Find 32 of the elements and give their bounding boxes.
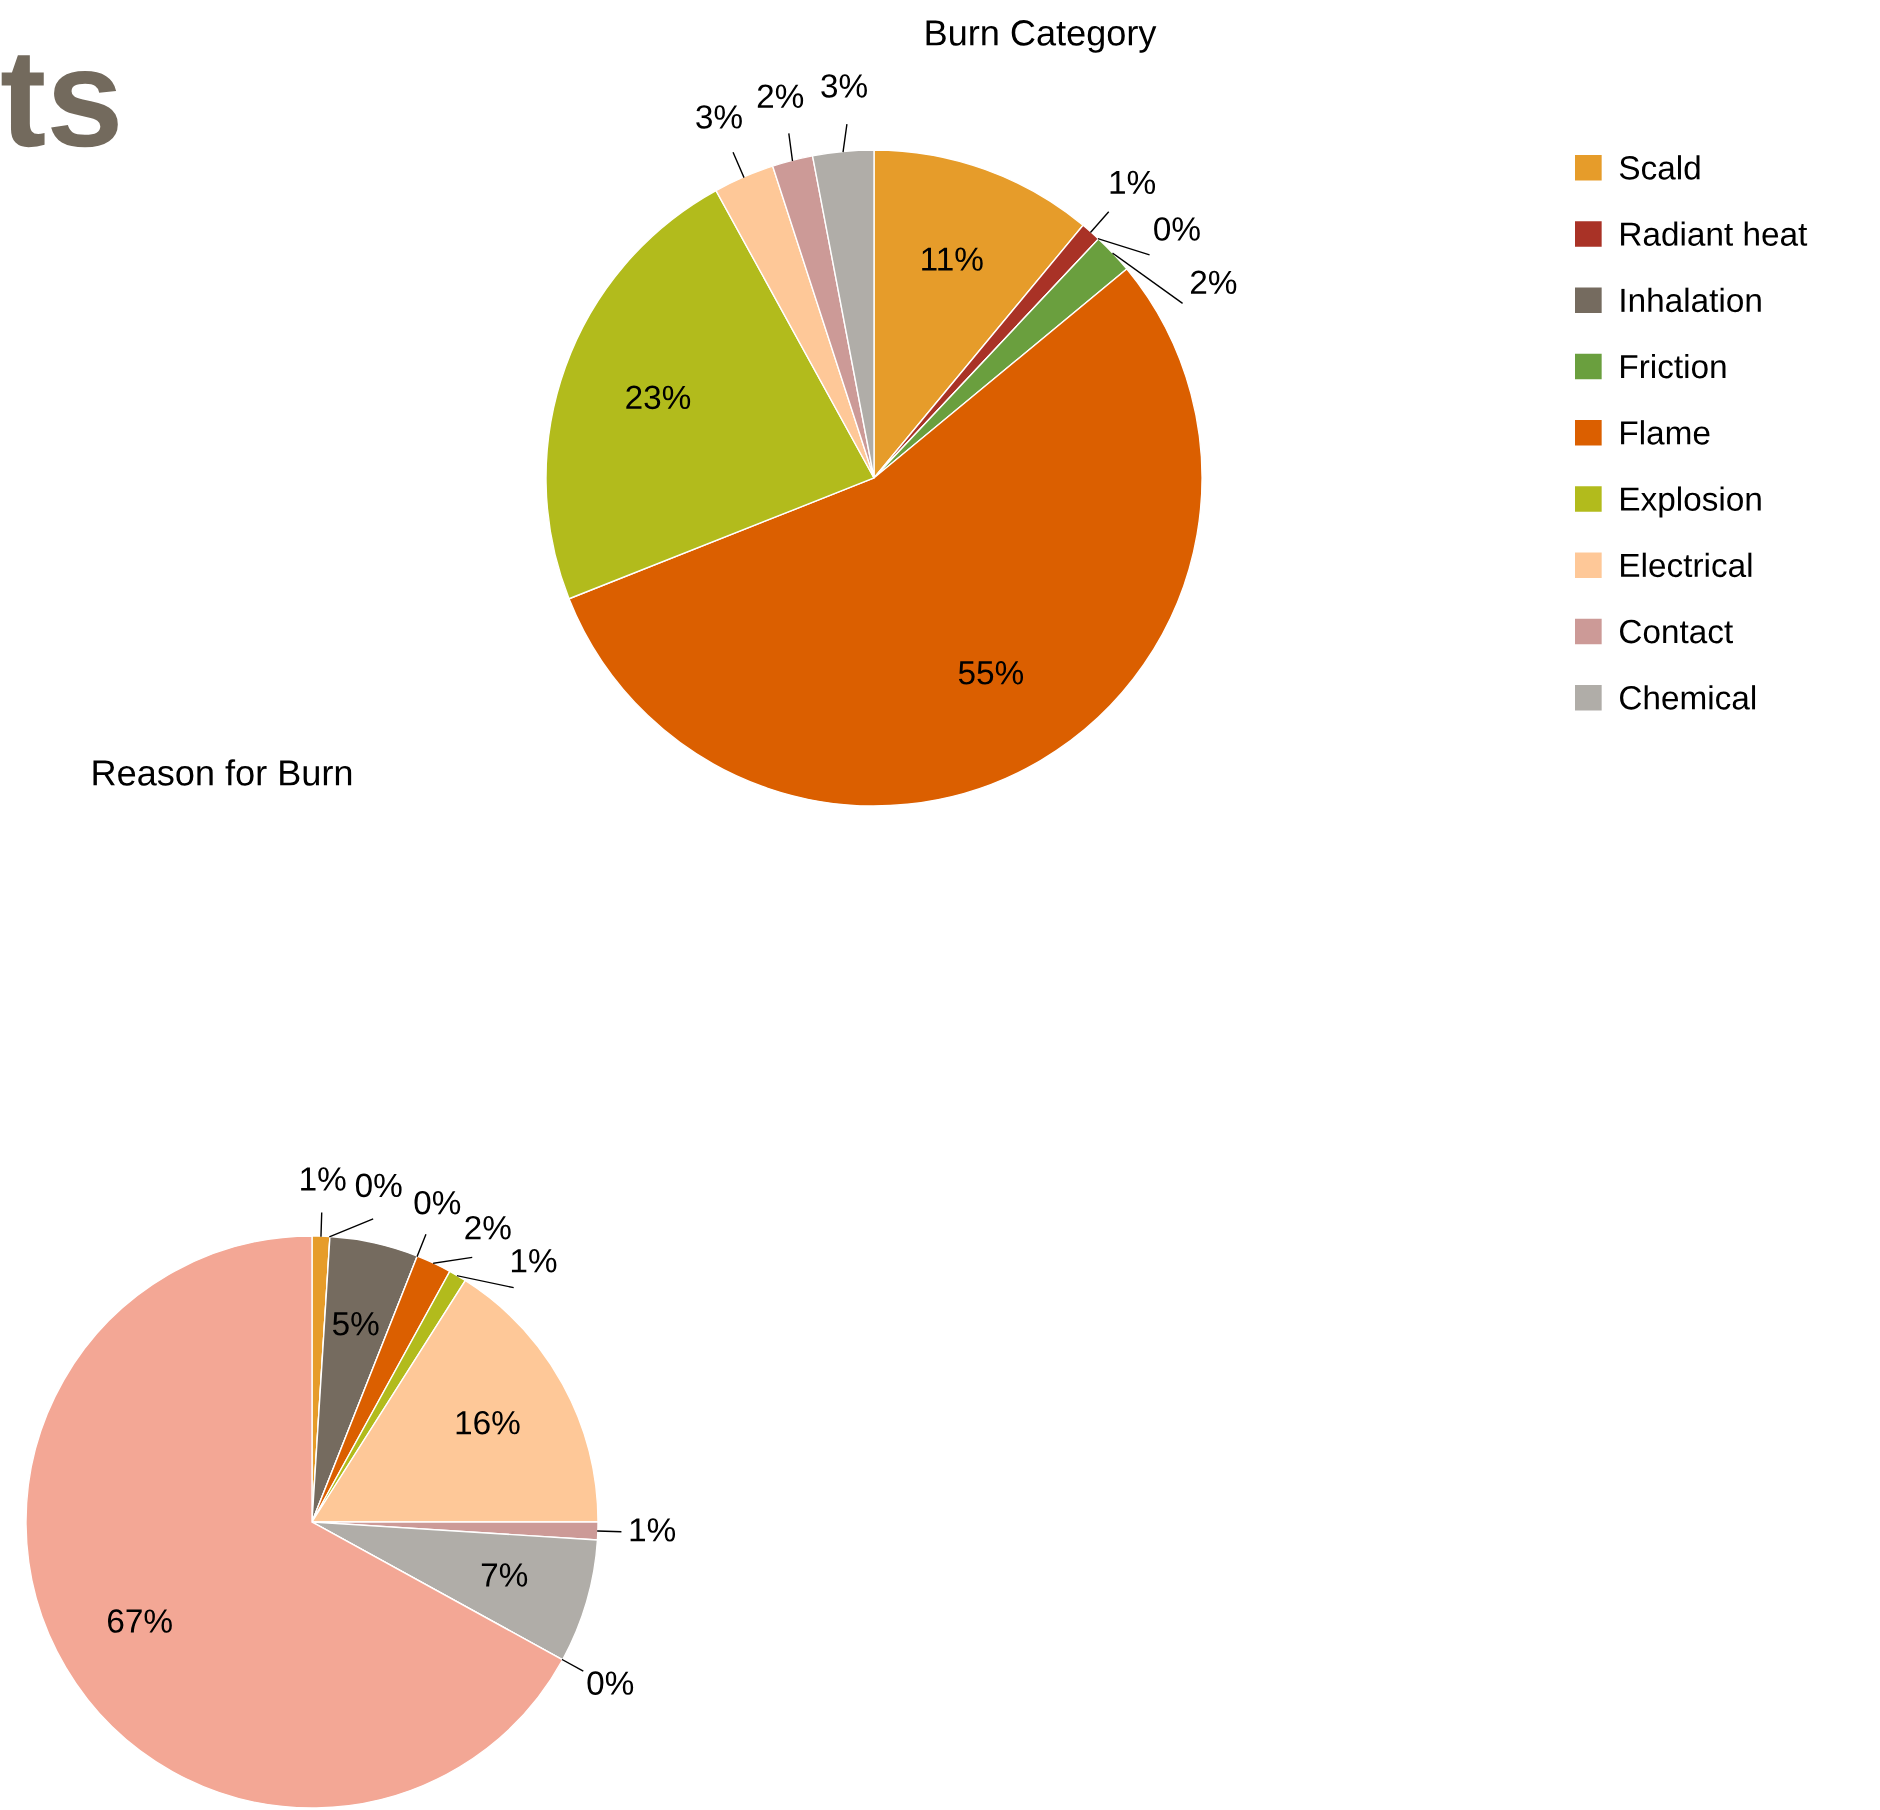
text: 0% [1154, 217, 1200, 241]
legend-label: Electrical [1621, 552, 1752, 578]
data-label: 2% [465, 1215, 511, 1240]
data-label: 67% [108, 1609, 172, 1633]
data-label: 23% [626, 385, 691, 410]
data-label: 7% [481, 1563, 528, 1587]
legend-label: Friction [1621, 353, 1726, 379]
data-label: 1% [630, 1518, 676, 1542]
data-label: 1% [301, 1167, 346, 1191]
data-label: 1% [511, 1249, 557, 1273]
data-label: 3% [696, 105, 742, 129]
text: 0% [587, 1671, 634, 1695]
text: 0% [355, 1173, 402, 1198]
data-label: 16% [456, 1410, 520, 1435]
data-label: 1% [1110, 170, 1156, 195]
text: ts [1, 55, 118, 148]
legend-label: Radiant heat [1621, 221, 1808, 246]
data-label: 55% [958, 661, 1024, 685]
data-label: 3% [821, 74, 867, 98]
legend-label: Explosion [1621, 486, 1761, 518]
data-label: 5% [332, 1312, 379, 1336]
legend-label: Contact [1620, 619, 1733, 644]
text: 0% [414, 1190, 461, 1215]
data-label: 2% [757, 84, 804, 108]
legend-label: Chemical [1620, 685, 1756, 710]
legend-label: Flame [1621, 420, 1710, 445]
chart-title: Reason for Burn [93, 759, 352, 786]
legend-label: Scald [1619, 155, 1700, 180]
chart-title: Burn Category [926, 20, 1157, 53]
data-label: 2% [1190, 270, 1237, 295]
legend-label: Inhalation [1621, 287, 1761, 313]
data-label: 11% [922, 247, 983, 271]
